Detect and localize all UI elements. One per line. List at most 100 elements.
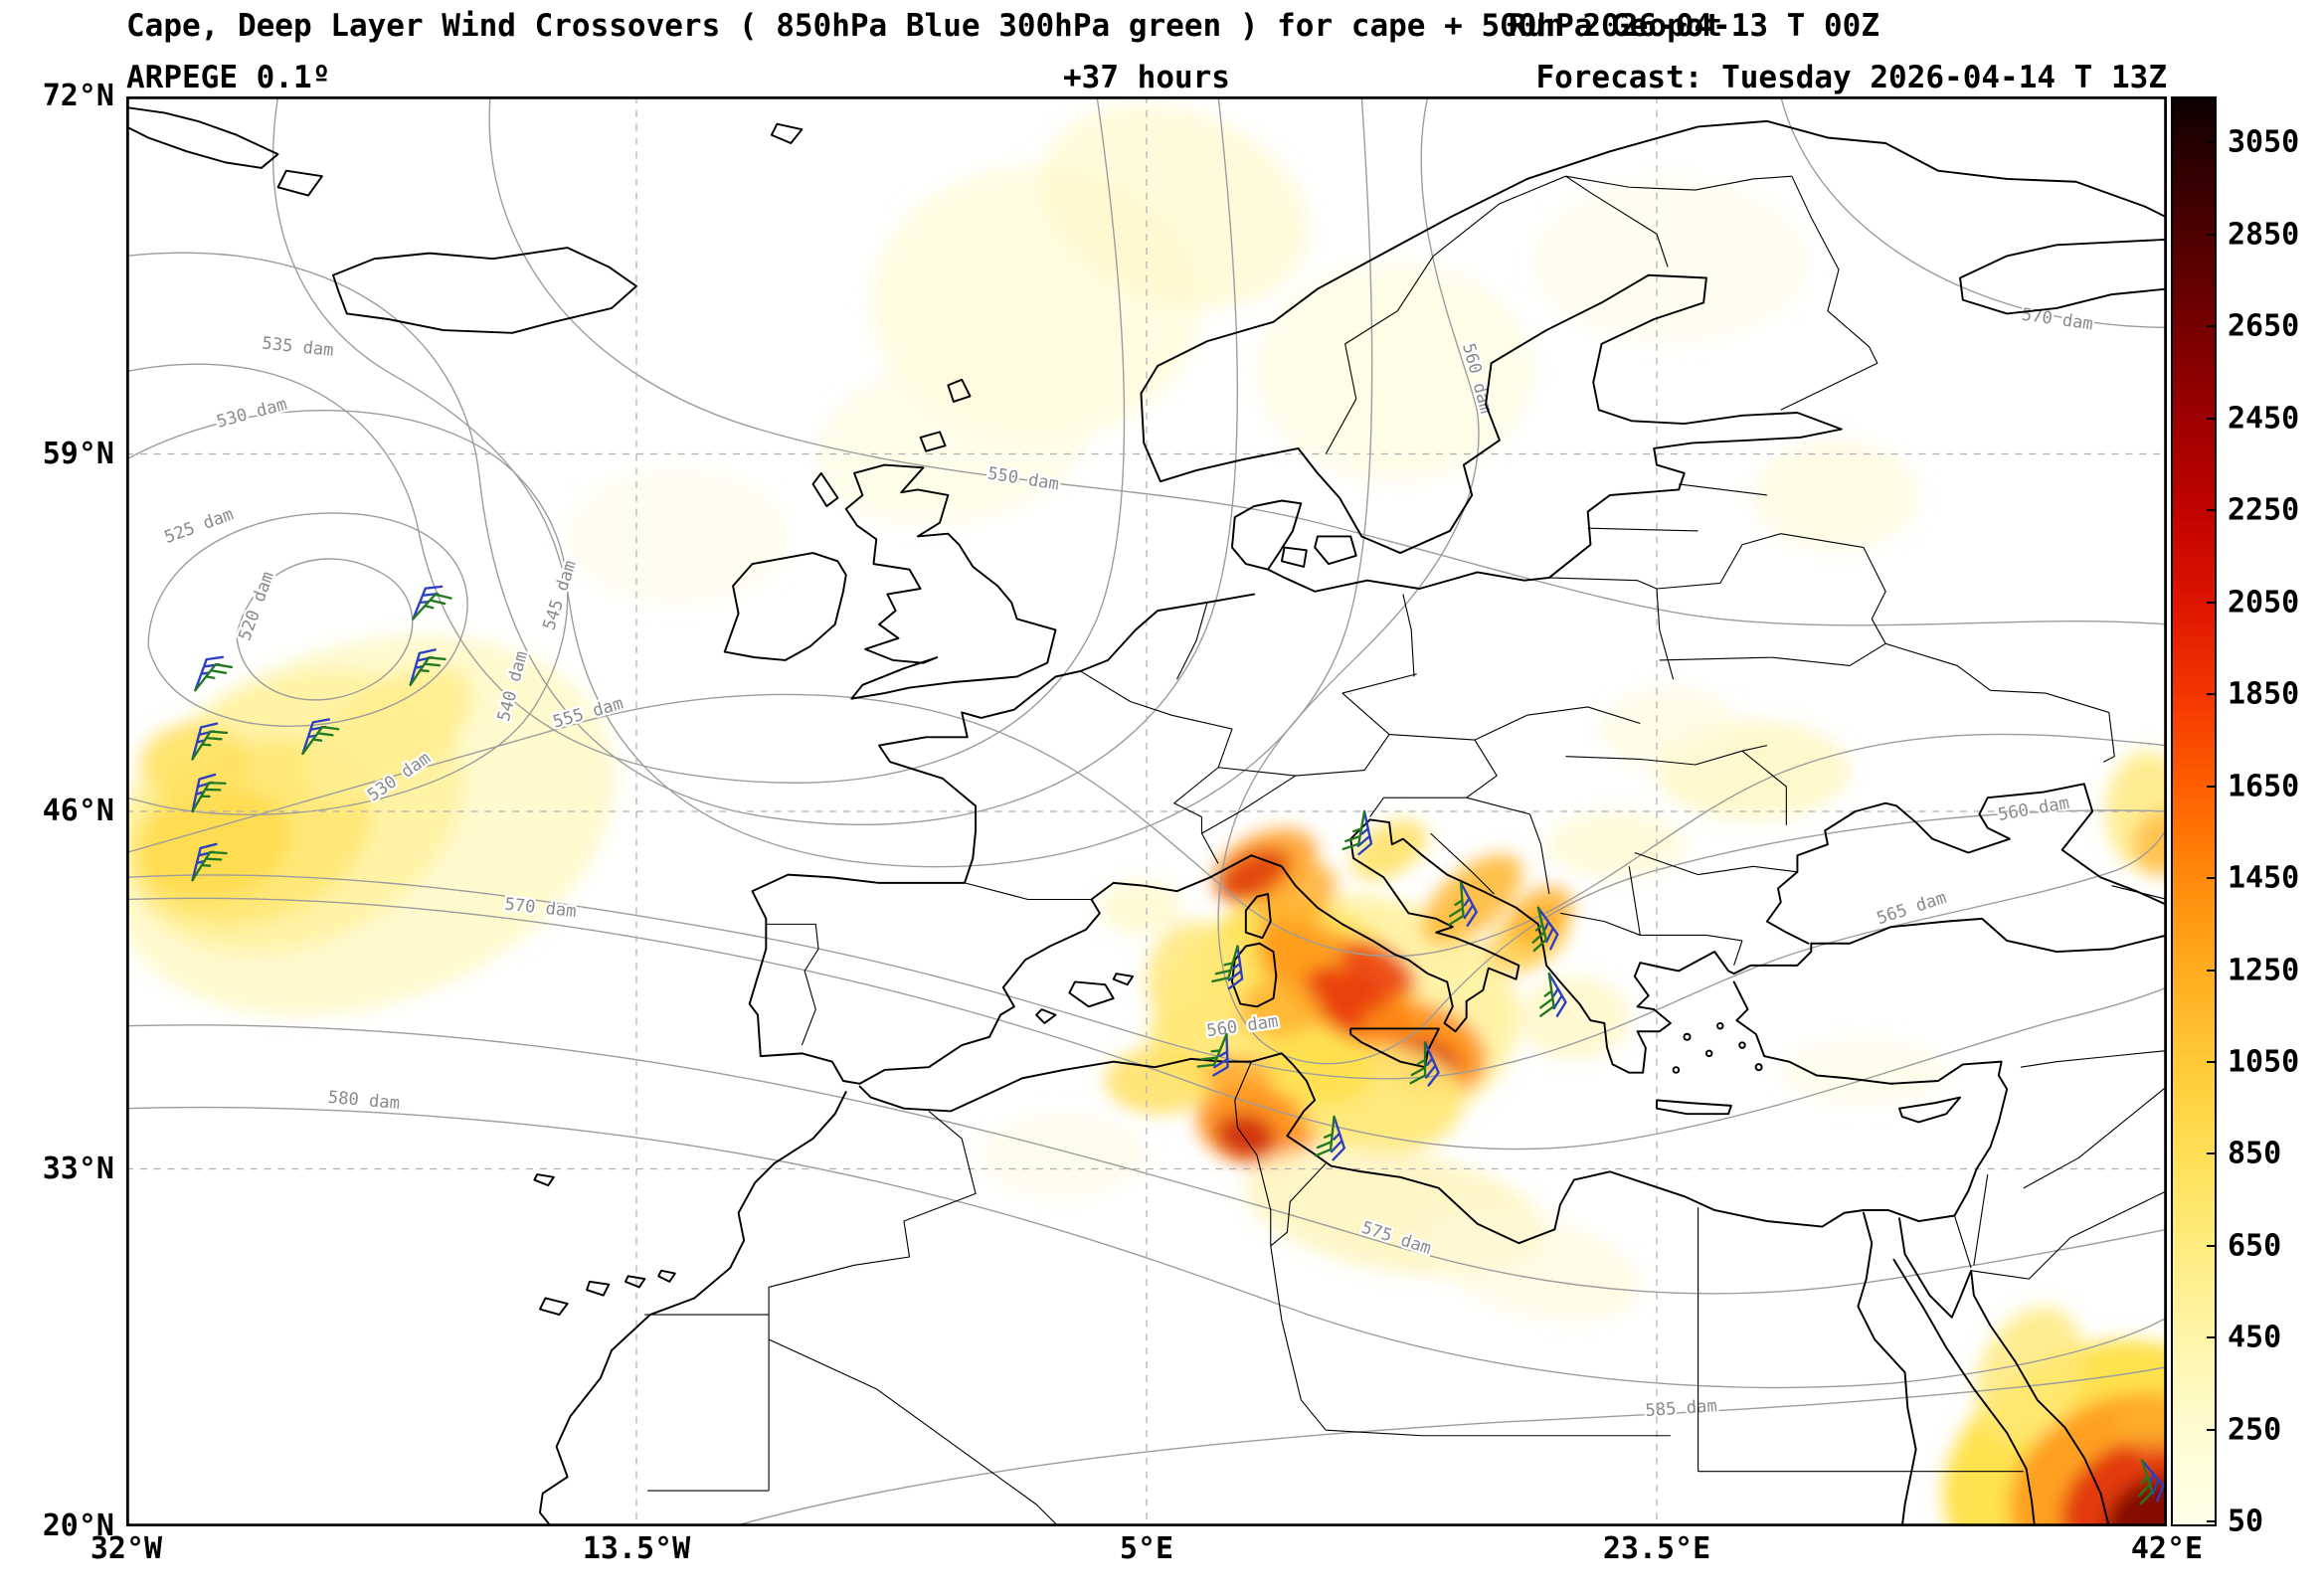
colorbar-tick-mark <box>2207 1244 2217 1247</box>
lat-tick-label: 33°N <box>42 1151 114 1186</box>
lon-tick-label: 5°E <box>1119 1531 1174 1566</box>
wind-barb <box>191 850 228 882</box>
wind-barb <box>1356 809 1373 856</box>
wind-barb <box>1314 1115 1336 1157</box>
colorbar-tick-mark <box>2207 417 2217 420</box>
wind-barb <box>1330 1115 1346 1161</box>
colorbar-tick-mark <box>2207 785 2217 788</box>
colorbar-tick-mark <box>2207 1152 2217 1155</box>
cape-cell <box>1260 864 1337 935</box>
wind-barb <box>191 722 219 761</box>
wind-barb <box>409 648 437 686</box>
colorbar-tick-mark <box>2207 509 2217 512</box>
lon-tick-label: 32°W <box>89 1531 163 1566</box>
colorbar-tick-mark <box>2207 233 2217 236</box>
contour-label: 580 dam <box>327 1088 401 1114</box>
wind-barb <box>191 773 217 813</box>
wind-barb-layer <box>191 585 2165 1506</box>
wind-barb <box>301 725 340 756</box>
wind-barb <box>301 718 331 756</box>
run-time-label: Run 2026-04-13 T 00Z <box>1508 8 1879 44</box>
cape-cell <box>816 355 1091 525</box>
contour-label: 530 dam <box>215 395 289 433</box>
cape-cell <box>1256 261 1533 482</box>
colorbar-tick-mark <box>2207 141 2217 144</box>
wind-barb <box>1409 1041 1427 1085</box>
colorbar-tick-label: 450 <box>2228 1320 2282 1355</box>
colorbar-tick-label: 2650 <box>2228 308 2300 344</box>
cape-cell <box>2133 811 2167 878</box>
wind-barb <box>2140 1459 2165 1503</box>
cape-cell <box>2114 1391 2167 1453</box>
cape-cell <box>1204 1056 1271 1095</box>
cape-cell <box>1040 104 1309 309</box>
cape-cell <box>1753 440 1919 551</box>
valid-time-label: Forecast: Tuesday 2026-04-14 T 13Z <box>1535 60 2167 95</box>
wind-barb <box>2138 1459 2154 1506</box>
colorbar-tick-label: 3050 <box>2228 124 2300 160</box>
cape-cell <box>1237 981 1321 1037</box>
cape-cell <box>1780 1039 1947 1106</box>
lat-tick-label: 72°N <box>42 78 114 113</box>
wind-barb <box>191 842 218 882</box>
wind-barb <box>1211 945 1239 983</box>
wind-barb <box>409 656 447 686</box>
cape-cell <box>1546 811 1685 878</box>
colorbar-tick-mark <box>2207 1428 2217 1431</box>
wind-barb <box>412 593 452 620</box>
contour-label: 560 dam <box>1997 794 2071 825</box>
wind-barb <box>1547 972 1567 1017</box>
wind-barb <box>1212 1032 1229 1077</box>
colorbar-tick-label: 1850 <box>2228 676 2300 712</box>
cape-cell <box>2105 1476 2167 1526</box>
wind-barb <box>1196 1032 1228 1068</box>
model-label: ARPEGE 0.1º <box>126 60 331 95</box>
contour-label: 585 dam <box>1645 1396 1718 1421</box>
lat-tick-label: 20°N <box>42 1507 114 1543</box>
coastline-layer <box>126 106 2167 1526</box>
wind-barb <box>1539 972 1555 1017</box>
colorbar-tick-mark <box>2207 325 2217 328</box>
colorbar-tick-mark <box>2207 693 2217 696</box>
lon-tick-label: 42°E <box>2130 1531 2204 1566</box>
wind-barb <box>1341 809 1366 850</box>
colorbar-tick-label: 250 <box>2228 1412 2282 1448</box>
contour-label: 525 dam <box>162 505 237 548</box>
colorbar-tick-label: 1450 <box>2228 860 2300 896</box>
wind-barb <box>191 730 229 761</box>
colorbar-tick-mark <box>2207 1336 2217 1339</box>
colorbar-tick-mark <box>2207 877 2217 880</box>
cape-cell <box>1265 1033 1376 1106</box>
lon-tick-label: 23.5°E <box>1602 1531 1711 1566</box>
colorbar-tick-label: 1650 <box>2228 769 2300 804</box>
map-plot: 530 dam 535 dam 525 dam 520 dam 545 dam 530 d… <box>126 96 2167 1526</box>
cape-cell <box>567 467 789 606</box>
wind-barb <box>191 782 227 813</box>
wind-barb <box>1423 1041 1440 1087</box>
longitude-axis: 32°W 13.5°W 5°E 23.5°E 42°E <box>0 1531 2324 1591</box>
wind-barb <box>1227 945 1244 990</box>
colorbar-tick-label: 2850 <box>2228 217 2300 253</box>
contour-label: 570 dam <box>2021 305 2094 335</box>
country-border-layer <box>644 175 2167 1526</box>
wind-barb <box>1536 906 1559 951</box>
cape-cell <box>1350 819 1428 880</box>
lat-tick-label: 59°N <box>42 436 114 471</box>
chart-title: Cape, Deep Layer Wind Crossovers ( 850hP… <box>126 8 1723 44</box>
plot-frame <box>126 96 2167 1526</box>
lead-time-label: +37 hours <box>1063 60 1230 95</box>
cape-cell <box>303 665 472 803</box>
cape-cell <box>1519 975 1630 1059</box>
cape-cell <box>1147 921 1246 1043</box>
colorbar-tick-label: 650 <box>2228 1228 2282 1264</box>
lon-tick-label: 13.5°W <box>582 1531 691 1566</box>
lat-tick-label: 46°N <box>42 793 114 828</box>
latitude-axis: 72°N 59°N 46°N 33°N 20°N <box>0 0 118 1595</box>
colorbar-tick-mark <box>2207 1060 2217 1063</box>
colorbar-tick-label: 1050 <box>2228 1044 2300 1080</box>
cape-cell <box>1215 1113 1277 1158</box>
wind-barb <box>1459 881 1478 927</box>
cape-cell <box>1601 687 1740 771</box>
graticule-layer <box>126 96 2167 1526</box>
